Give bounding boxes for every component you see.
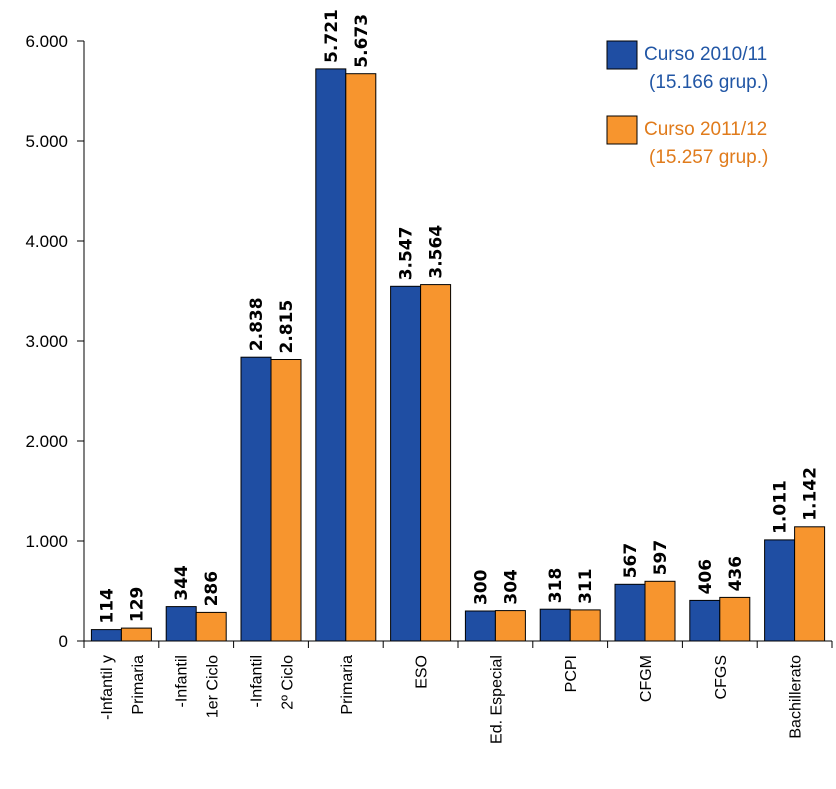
- data-label: 5.721: [322, 9, 342, 63]
- legend-label: Curso 2011/12: [644, 119, 767, 140]
- bar-curso-2010-11: [315, 68, 347, 642]
- bar-curso-2010-11: [539, 608, 571, 642]
- data-label: 597: [651, 540, 671, 576]
- bar-curso-2010-11: [614, 583, 646, 642]
- data-labels: 114 344 2.838 5.721 3.547 300 318 567 406 1.011 12…: [97, 9, 820, 623]
- bar-curso-2010-11: [90, 629, 122, 642]
- data-label: 406: [696, 559, 716, 595]
- bar-curso-2011-12: [719, 596, 751, 642]
- bar-curso-2010-11: [689, 599, 721, 642]
- bar-curso-2011-12: [420, 284, 452, 642]
- x-category-label: 2º Ciclo: [280, 655, 297, 710]
- data-label: 2.815: [277, 300, 297, 354]
- data-label: 3.547: [397, 227, 417, 281]
- data-label: 2.838: [247, 297, 267, 351]
- data-label: 300: [471, 569, 491, 605]
- data-label: 567: [621, 543, 641, 579]
- bar-curso-2010-11: [240, 356, 272, 642]
- data-label: 318: [546, 568, 566, 604]
- x-category-label: ESO: [414, 655, 431, 689]
- bar-curso-2011-12: [644, 580, 676, 642]
- x-category-label: Primaria: [339, 655, 356, 715]
- bar-curso-2011-12: [195, 611, 227, 642]
- bars: [90, 68, 826, 642]
- data-label: 311: [576, 568, 596, 604]
- x-category-label: Bachillerato: [788, 655, 805, 739]
- legend-swatch: [606, 115, 638, 145]
- x-category-label: CFGS: [713, 655, 730, 699]
- bar-curso-2010-11: [390, 285, 422, 642]
- bar-curso-2010-11: [464, 610, 496, 642]
- data-label: 5.673: [352, 14, 372, 68]
- y-tick-label: 4.000: [25, 232, 68, 251]
- data-label: 1.011: [771, 480, 791, 534]
- data-label: 286: [202, 571, 222, 607]
- x-category-label: CFGM: [638, 655, 655, 702]
- data-label: 114: [97, 588, 117, 624]
- y-tick-label: 3.000: [25, 332, 68, 351]
- y-tick-label: 2.000: [25, 432, 68, 451]
- x-category-label: PCPI: [563, 655, 580, 692]
- data-label: 3.564: [427, 225, 447, 279]
- x-category-label: -Infantil y: [99, 655, 116, 720]
- legend-sublabel: (15.166 grup.): [649, 72, 768, 93]
- legend-swatch: [606, 40, 638, 70]
- data-label: 1.142: [801, 467, 821, 521]
- x-category-label: -Infantil: [174, 655, 191, 707]
- bar-curso-2011-12: [120, 627, 152, 642]
- legend-label: Curso 2010/11: [644, 44, 767, 65]
- data-label: 304: [501, 569, 521, 605]
- x-category-label: Ed. Especial: [488, 655, 505, 744]
- data-label: 129: [127, 587, 147, 623]
- data-label: 344: [172, 565, 192, 601]
- x-category-label: -Infantil: [249, 655, 266, 707]
- x-category-label: Primaria: [130, 655, 147, 715]
- bar-curso-2010-11: [764, 539, 796, 642]
- y-tick-label: 0: [59, 632, 68, 651]
- y-tick-label: 6.000: [25, 32, 68, 51]
- bar-curso-2011-12: [270, 359, 302, 642]
- bar-curso-2011-12: [569, 609, 601, 642]
- bar-curso-2011-12: [794, 526, 826, 642]
- y-tick-label: 5.000: [25, 132, 68, 151]
- axes: 0 1.000 2.000 3.000 4.000 5.000 6.000 -Infantil…: [25, 32, 833, 744]
- bar-curso-2011-12: [345, 73, 377, 642]
- y-tick-label: 1.000: [25, 532, 68, 551]
- bar-curso-2010-11: [165, 606, 197, 642]
- legend-sublabel: (15.257 grup.): [649, 147, 768, 168]
- x-category-label: 1er Ciclo: [205, 655, 222, 718]
- legend: Curso 2010/11 (15.166 grup.) Curso 2011/12…: [606, 40, 768, 168]
- data-label: 436: [726, 556, 746, 592]
- bar-curso-2011-12: [494, 610, 526, 642]
